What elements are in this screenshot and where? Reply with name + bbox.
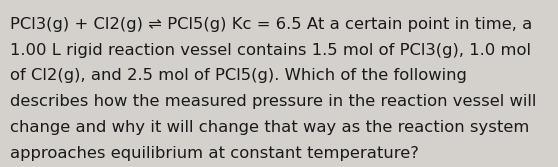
Text: describes how the measured pressure in the reaction vessel will: describes how the measured pressure in t… xyxy=(10,94,536,109)
Text: PCl3(g) + Cl2(g) ⇌ PCl5(g) Kc = 6.5 At a certain point in time, a: PCl3(g) + Cl2(g) ⇌ PCl5(g) Kc = 6.5 At a… xyxy=(10,17,532,32)
Text: approaches equilibrium at constant temperature?: approaches equilibrium at constant tempe… xyxy=(10,146,419,161)
Text: change and why it will change that way as the reaction system: change and why it will change that way a… xyxy=(10,120,530,135)
Text: 1.00 L rigid reaction vessel contains 1.5 mol of PCl3(g), 1.0 mol: 1.00 L rigid reaction vessel contains 1.… xyxy=(10,43,531,58)
Text: of Cl2(g), and 2.5 mol of PCl5(g). Which of the following: of Cl2(g), and 2.5 mol of PCl5(g). Which… xyxy=(10,68,467,84)
